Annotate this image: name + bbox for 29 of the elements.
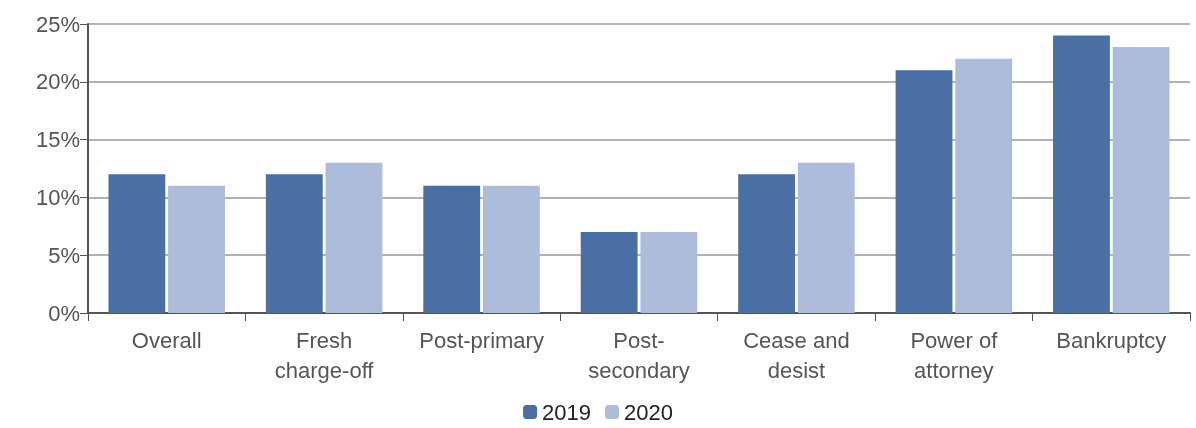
- x-tick-label: Bankruptcy: [1056, 327, 1167, 353]
- x-tick-label: Overall: [131, 327, 202, 353]
- legend-label: 2019: [542, 399, 592, 425]
- bar: [1053, 35, 1110, 313]
- bar: [738, 174, 796, 313]
- y-tick-label: 10%: [35, 184, 80, 210]
- y-tick-label: 20%: [35, 69, 80, 95]
- x-tick-label: Post- secondary: [588, 327, 690, 383]
- y-tick-label: 25%: [35, 11, 80, 37]
- bar: [482, 185, 540, 313]
- bar: [265, 174, 323, 313]
- legend-label: 2020: [624, 399, 673, 425]
- y-tick-label: 0%: [48, 300, 80, 326]
- bar: [168, 185, 225, 313]
- x-tick-label: Power of attorney: [910, 327, 999, 383]
- bar: [423, 185, 481, 313]
- y-tick-label: 15%: [35, 127, 80, 153]
- x-tick-label: Cease and desist: [743, 327, 850, 383]
- bar: [797, 162, 855, 313]
- x-tick-label: Fresh charge-off: [274, 327, 375, 383]
- bar: [895, 70, 953, 313]
- bar: [108, 174, 166, 313]
- bar: [955, 58, 1013, 313]
- x-tick-label: Post-primary: [419, 327, 544, 353]
- y-tick-label: 5%: [48, 242, 80, 268]
- bar: [1112, 47, 1170, 313]
- bar: [640, 232, 698, 313]
- bar: [580, 232, 638, 313]
- bar: [325, 162, 383, 313]
